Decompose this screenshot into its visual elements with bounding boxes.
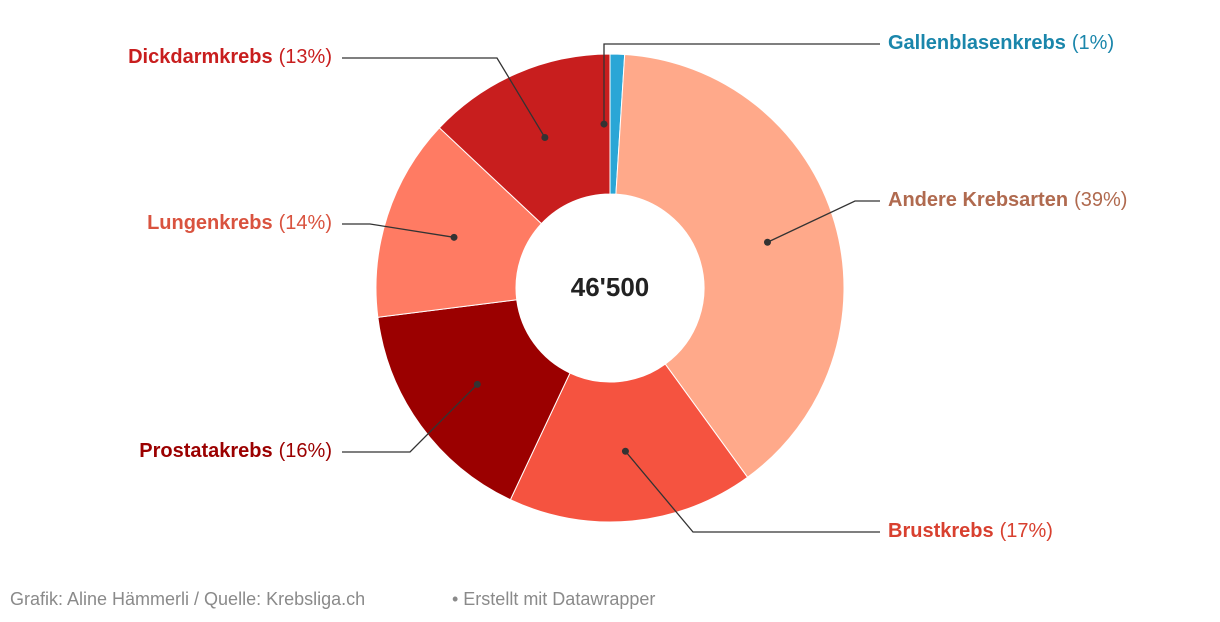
leader-dot: [600, 120, 608, 128]
credit: • Erstellt mit Datawrapper: [452, 589, 655, 609]
slice-label: Gallenblasenkrebs (1%): [888, 32, 1114, 54]
leader-line: [342, 57, 546, 138]
leader-line: [603, 43, 880, 125]
leader-dot: [450, 233, 458, 241]
slice-label: Andere Krebsarten (39%): [888, 189, 1127, 211]
category-name: Dickdarmkrebs: [128, 46, 273, 68]
slice-label: Dickdarmkrebs (13%): [128, 46, 332, 68]
leader-line: [342, 383, 478, 453]
category-name: Gallenblasenkrebs: [888, 32, 1066, 54]
value-label: (17%): [1000, 520, 1053, 542]
category-name: Andere Krebsarten: [888, 189, 1068, 211]
value-label: (1%): [1072, 32, 1114, 54]
slice: [375, 127, 543, 318]
leader-dot: [763, 238, 771, 246]
source: Grafik: Aline Hämmerli / Quelle: Krebsli…: [10, 589, 365, 609]
leader-dot: [621, 447, 629, 455]
center-label: 46'500: [571, 272, 649, 302]
leader-line: [342, 223, 455, 238]
leader-line: [624, 450, 880, 533]
leader-dot: [473, 380, 481, 388]
leader-line: [767, 200, 880, 243]
value-label: (16%): [279, 440, 332, 462]
value-label: (13%): [279, 46, 332, 68]
slice-label: Brustkrebs (17%): [888, 520, 1053, 542]
slice-label: Lungenkrebs (14%): [147, 212, 332, 234]
category-name: Prostatakrebs: [139, 440, 272, 462]
category-name: Brustkrebs: [888, 520, 994, 542]
slice: [509, 363, 749, 523]
slice: [377, 299, 571, 501]
slice: [615, 53, 845, 479]
slices: [375, 53, 845, 523]
value-label: (39%): [1074, 189, 1127, 211]
leader-dot: [541, 133, 549, 141]
value-label: (14%): [279, 212, 332, 234]
category-name: Lungenkrebs: [147, 212, 273, 234]
slice-label: Prostatakrebs (16%): [139, 440, 332, 462]
